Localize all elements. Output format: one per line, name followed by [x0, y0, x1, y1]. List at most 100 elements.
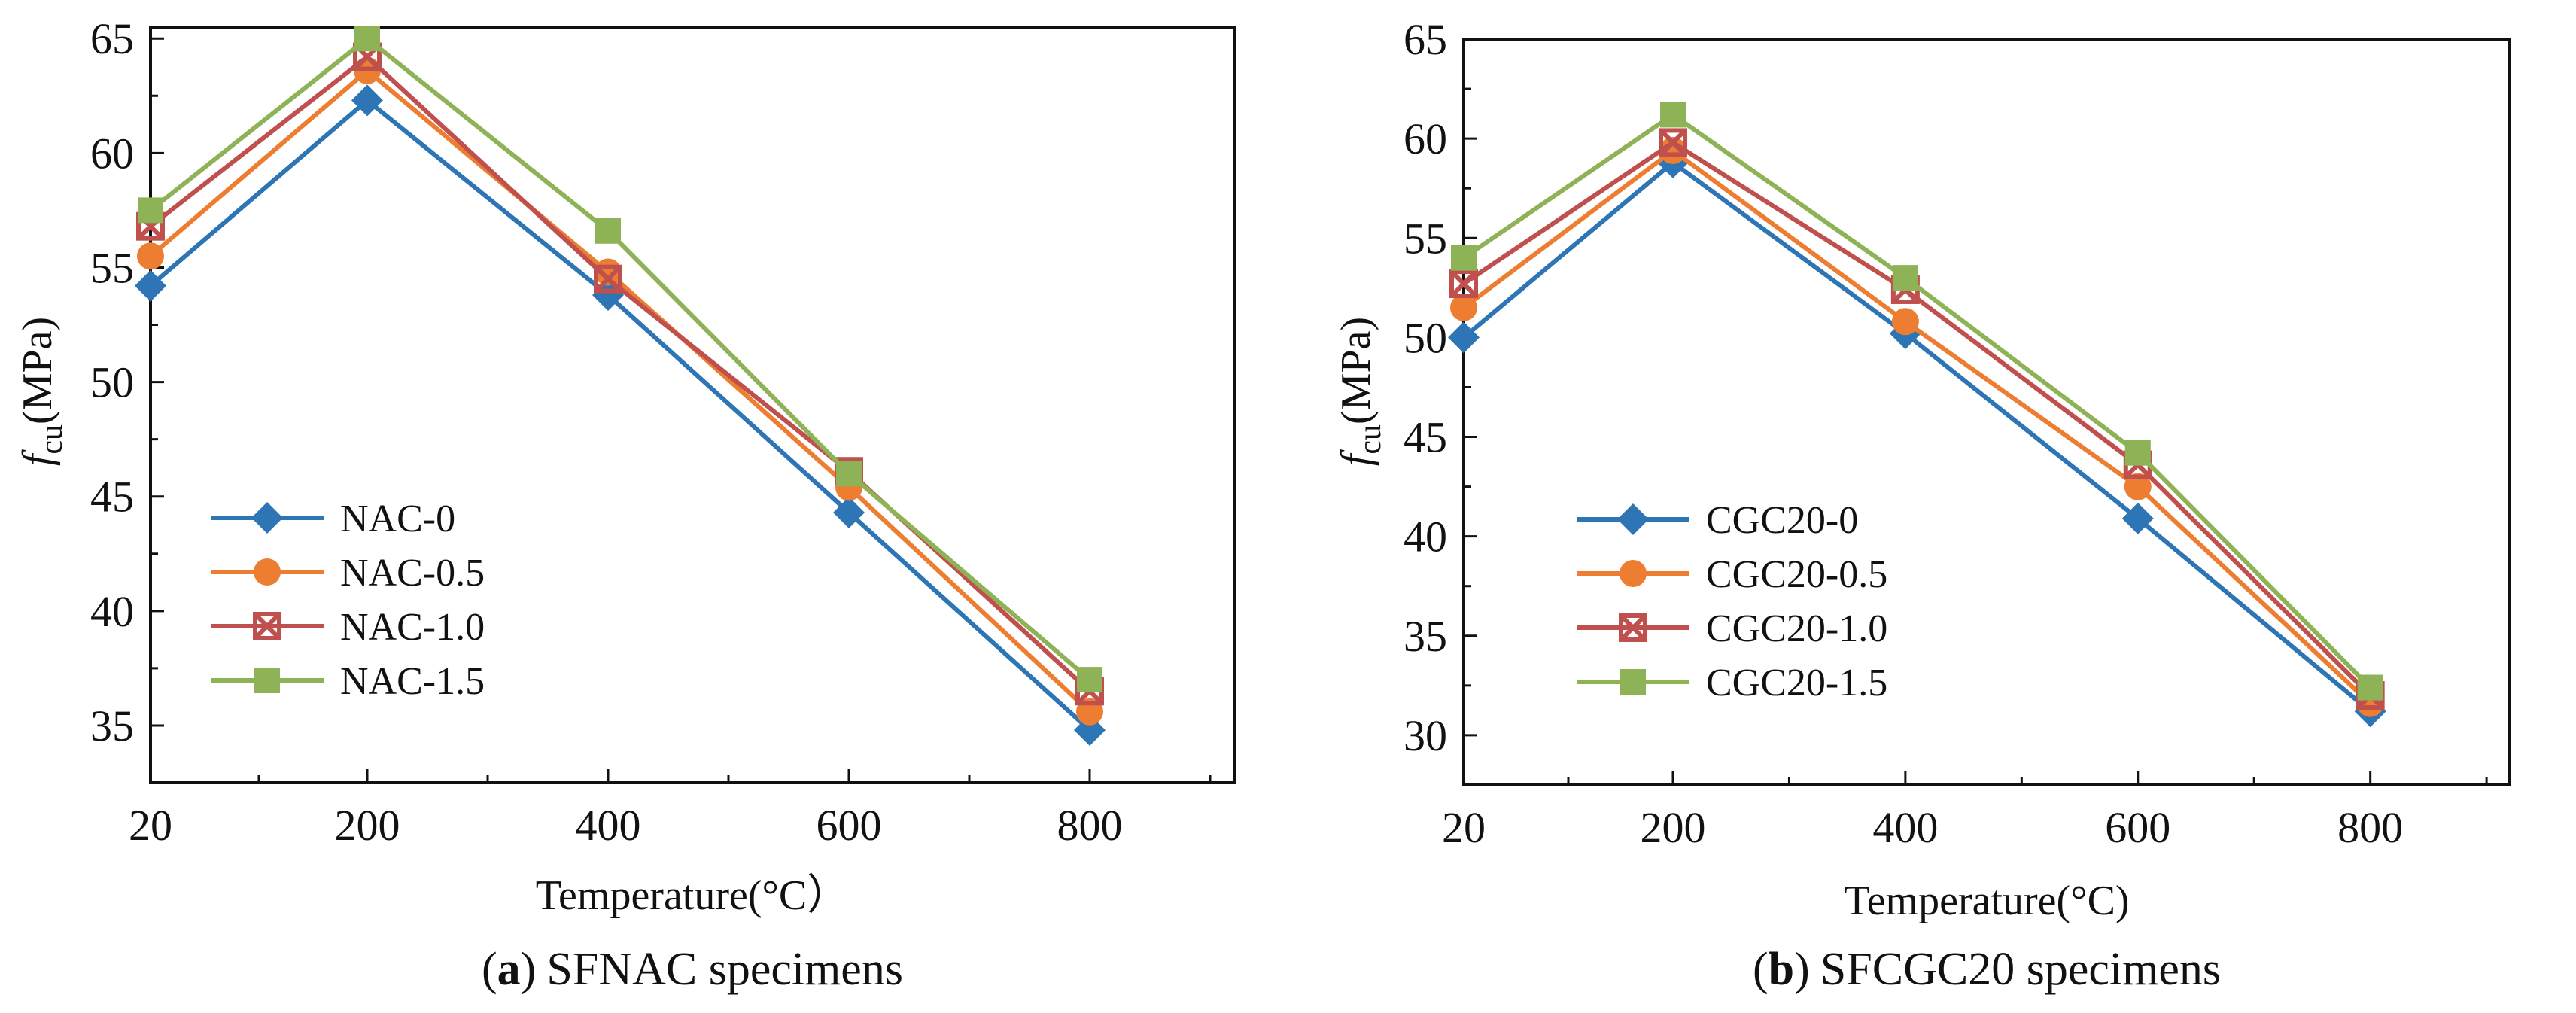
- data-point-CGC20-1.0: [1449, 269, 1478, 299]
- x-tick-label: 20: [1442, 803, 1486, 852]
- data-point-CGC20-0.5: [2124, 473, 2152, 500]
- data-point-NAC-1.5: [354, 26, 380, 52]
- legend-label: NAC-0: [340, 497, 455, 540]
- caption-close: ): [521, 944, 537, 995]
- y-label-subscript: cu: [35, 424, 69, 455]
- data-point-CGC20-1.5: [1892, 265, 1918, 291]
- data-point-NAC-1.5: [1077, 667, 1102, 693]
- y-tick-label: 50: [1404, 313, 1447, 362]
- plot-frame: [149, 26, 1236, 784]
- legend-label: CGC20-1.5: [1706, 662, 1887, 704]
- data-point-NAC-1.5: [836, 461, 862, 487]
- x-axis-label: Temperature(°C): [1844, 878, 2129, 924]
- y-label-subscript: cu: [1353, 424, 1388, 455]
- marker-frame: [253, 612, 281, 640]
- caption-open: (: [482, 944, 497, 995]
- x-tick-label: 400: [1872, 803, 1938, 852]
- data-point-CGC20-0.5: [1891, 308, 1919, 336]
- data-point-NAC-0: [351, 84, 383, 117]
- y-tick-label: 45: [90, 473, 134, 522]
- y-axis-label: fcu(MPa): [1333, 317, 1388, 466]
- data-point-CGC20-0.5: [1659, 136, 1686, 164]
- caption-text: SFNAC specimens: [546, 944, 903, 995]
- series-line-CGC20-1.5: [1462, 112, 2372, 689]
- legend-marker-CGC20-1.0: [1619, 613, 1647, 642]
- data-point-CGC20-0.5: [1450, 294, 1477, 321]
- marker-cross: [253, 612, 281, 640]
- x-tick-label: 200: [335, 801, 400, 850]
- legend-marker-NAC-0.5: [254, 558, 281, 586]
- series-line-NAC-1.0: [149, 54, 1092, 693]
- marker-cross: [1659, 129, 1687, 157]
- legend-label: CGC20-0.5: [1706, 553, 1887, 596]
- y-tick-label: 55: [90, 243, 134, 292]
- caption-close: ): [1794, 944, 1810, 995]
- data-point-CGC20-1.0: [1659, 128, 1687, 157]
- legend-label: NAC-1.0: [340, 606, 485, 649]
- series-line-CGC20-0.5: [1462, 148, 2372, 705]
- series-line-NAC-0: [149, 98, 1092, 732]
- data-point-NAC-0.5: [137, 242, 164, 270]
- marker-cross: [1619, 613, 1647, 642]
- data-point-CGC20-0: [1448, 321, 1480, 354]
- panel-caption: (b) SFCGC20 specimens: [1753, 944, 2221, 995]
- data-point-CGC20-0: [2121, 502, 2154, 534]
- marker-frame: [1659, 128, 1687, 157]
- x-tick-label: 600: [817, 801, 882, 850]
- y-tick-label: 60: [90, 129, 134, 178]
- legend-label: CGC20-1.0: [1706, 607, 1887, 650]
- y-tick-label: 30: [1404, 711, 1447, 760]
- legend-marker-CGC20-0.5: [1620, 560, 1647, 587]
- y-tick-label: 35: [90, 701, 134, 750]
- legend-marker-CGC20-1.5: [1620, 669, 1646, 695]
- data-point-NAC-0: [833, 496, 865, 528]
- data-point-NAC-0: [135, 269, 166, 302]
- legend-label: CGC20-0: [1706, 499, 1858, 542]
- panel-a-chart: 35 40 45 50 55 60 65 20 200 400 600 800 fcu(MPa) Temp…: [14, 14, 1236, 995]
- legend-marker-NAC-1.0: [253, 612, 281, 640]
- x-axis-label: Temperature(°C）: [536, 872, 850, 919]
- marker-frame: [1449, 269, 1478, 299]
- panel-b-chart: 30 35 40 45 50 55 60 65 20 200 400 600 800 fcu(MPa) Te…: [1333, 15, 2511, 995]
- marker-cross: [1449, 269, 1478, 298]
- x-tick-label: 20: [129, 801, 172, 850]
- data-point-NAC-1.0: [594, 264, 622, 294]
- plot-frame: [1462, 38, 2511, 786]
- data-point-CGC20-1.5: [1660, 102, 1686, 128]
- marker-frame: [594, 264, 622, 294]
- y-tick-label: 40: [1404, 513, 1447, 561]
- y-tick-label: 65: [1404, 15, 1447, 64]
- y-label-unit: (MPa): [1333, 317, 1379, 424]
- y-label-unit: (MPa): [14, 317, 61, 424]
- legend-label: NAC-1.5: [340, 660, 485, 703]
- marker-cross: [594, 265, 622, 293]
- data-point-NAC-1.5: [138, 197, 163, 224]
- y-tick-label: 65: [90, 14, 134, 63]
- x-tick-label: 800: [2337, 803, 2403, 852]
- legend-marker-CGC20-0: [1617, 503, 1649, 535]
- y-tick-label: 40: [90, 587, 134, 636]
- y-tick-label: 35: [1404, 612, 1447, 661]
- data-point-NAC-1.5: [595, 218, 621, 244]
- data-point-CGC20-1.5: [2357, 674, 2383, 701]
- legend-label: NAC-0.5: [340, 552, 485, 595]
- caption-letter: b: [1769, 944, 1794, 995]
- y-tick-label: 55: [1404, 214, 1447, 263]
- caption-letter: a: [497, 944, 521, 995]
- x-tick-label: 200: [1641, 803, 1706, 852]
- x-tick-label: 600: [2105, 803, 2170, 852]
- y-tick-label: 60: [1404, 114, 1447, 163]
- caption-open: (: [1753, 944, 1769, 995]
- caption-text: SFCGC20 specimens: [1820, 944, 2221, 995]
- x-tick-label: 400: [576, 801, 641, 850]
- panel-caption: (a) SFNAC specimens: [482, 944, 903, 995]
- y-axis-label: fcu(MPa): [14, 317, 69, 466]
- data-point-CGC20-1.5: [1451, 245, 1477, 271]
- legend-marker-NAC-1.5: [254, 668, 280, 693]
- x-tick-label: 800: [1057, 801, 1123, 850]
- data-point-CGC20-1.5: [2124, 440, 2151, 466]
- y-tick-label: 45: [1404, 413, 1447, 462]
- legend-marker-NAC-0: [251, 502, 283, 534]
- marker-frame: [1619, 613, 1647, 642]
